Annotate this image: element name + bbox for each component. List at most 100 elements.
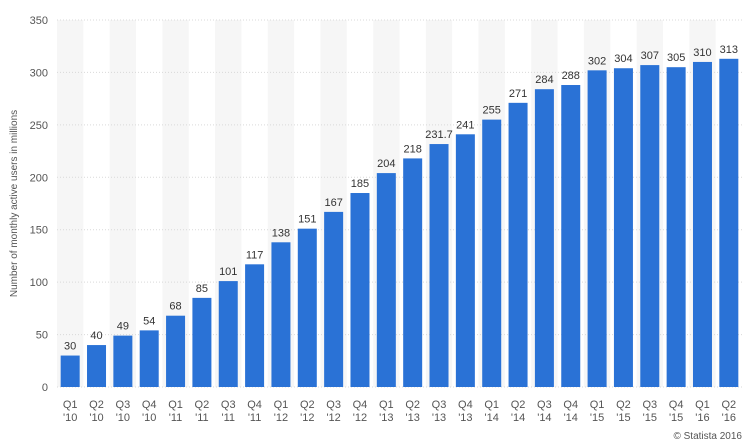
y-tick-label: 200	[30, 172, 48, 184]
x-tick-label-quarter: Q2	[721, 399, 736, 411]
y-axis-title: Number of monthly active users in millio…	[9, 110, 20, 297]
bar	[376, 173, 396, 387]
data-label: 68	[169, 301, 181, 313]
data-label: 288	[562, 70, 580, 82]
x-tick-label-year: '10	[63, 412, 77, 424]
x-tick-label-year: '10	[89, 412, 103, 424]
x-tick-label-year: '13	[458, 412, 472, 424]
x-tick-label-year: '11	[221, 412, 235, 424]
data-label: 54	[143, 315, 155, 327]
bar	[455, 134, 475, 387]
data-label: 138	[272, 227, 290, 239]
bar	[403, 158, 423, 387]
x-tick-label-year: '12	[326, 412, 340, 424]
x-tick-label-year: '13	[406, 412, 420, 424]
x-tick-label-quarter: Q1	[168, 399, 183, 411]
data-label: 305	[667, 52, 685, 64]
x-tick-label-year: '16	[722, 412, 736, 424]
data-label: 302	[588, 55, 606, 67]
data-label: 30	[64, 341, 76, 353]
x-tick-label-year: '12	[274, 412, 288, 424]
data-label: 218	[403, 143, 421, 155]
x-tick-label-quarter: Q4	[142, 399, 157, 411]
x-tick-label-quarter: Q4	[563, 399, 578, 411]
x-tick-label-quarter: Q3	[537, 399, 552, 411]
x-tick-label-year: '15	[590, 412, 604, 424]
bar	[640, 65, 660, 388]
data-label: 304	[614, 53, 632, 65]
y-tick-label: 100	[30, 277, 48, 289]
bar	[297, 228, 317, 387]
bar	[324, 211, 344, 387]
x-tick-label-quarter: Q3	[326, 399, 341, 411]
y-tick-label: 0	[42, 382, 48, 394]
bar	[271, 242, 291, 387]
x-tick-label-year: '14	[485, 412, 499, 424]
data-label: 284	[535, 74, 553, 86]
x-tick-label-quarter: Q2	[89, 399, 104, 411]
x-tick-label-year: '11	[169, 412, 183, 424]
bar	[587, 70, 607, 388]
data-label: 185	[351, 178, 369, 190]
x-tick-label-year: '14	[537, 412, 551, 424]
bar	[60, 355, 80, 387]
x-tick-label-year: '10	[142, 412, 156, 424]
x-tick-label-year: '11	[195, 412, 209, 424]
x-tick-label-quarter: Q1	[379, 399, 394, 411]
x-tick-label-quarter: Q2	[616, 399, 631, 411]
plot-band	[57, 20, 84, 387]
data-label: 255	[483, 105, 501, 117]
bar	[613, 68, 633, 387]
x-tick-label-quarter: Q3	[221, 399, 236, 411]
y-tick-label: 250	[30, 120, 48, 132]
bar	[192, 297, 212, 387]
bar	[350, 193, 370, 387]
y-tick-label: 300	[30, 67, 48, 79]
data-label: 40	[90, 330, 102, 342]
bar	[87, 345, 107, 387]
x-tick-label-quarter: Q3	[642, 399, 657, 411]
x-tick-label-year: '10	[116, 412, 130, 424]
x-tick-label-quarter: Q1	[695, 399, 710, 411]
data-label: 167	[324, 197, 342, 209]
bar	[534, 89, 554, 387]
plot-band	[109, 20, 137, 387]
x-tick-label-quarter: Q3	[116, 399, 131, 411]
bar	[561, 85, 581, 388]
x-tick-label-quarter: Q3	[432, 399, 447, 411]
y-axis: 0 50 100 150 200 250 300 350	[30, 15, 48, 394]
bar	[166, 315, 186, 387]
x-tick-label-quarter: Q4	[669, 399, 684, 411]
data-label: 231.7	[425, 129, 453, 141]
x-tick-label-year: '13	[432, 412, 446, 424]
data-label: 307	[641, 50, 659, 62]
bar	[482, 119, 502, 387]
y-tick-label: 50	[36, 330, 48, 342]
x-tick-label-year: '12	[353, 412, 367, 424]
y-tick-label: 150	[30, 225, 48, 237]
x-tick-label-quarter: Q2	[195, 399, 210, 411]
x-tick-label-year: '13	[379, 412, 393, 424]
x-tick-label-year: '14	[511, 412, 525, 424]
x-tick-label-quarter: Q1	[484, 399, 499, 411]
bar	[218, 281, 238, 387]
x-tick-label-quarter: Q4	[458, 399, 473, 411]
bar	[429, 144, 449, 387]
x-tick-label-year: '12	[300, 412, 314, 424]
data-labels: 30 40 49 54 68 85 101 117 138 151 167 185 204 218 231.…	[64, 44, 738, 353]
x-tick-label-year: '16	[695, 412, 709, 424]
data-label: 310	[693, 47, 711, 59]
bar	[113, 335, 133, 387]
source-credit: © Statista 2016	[673, 431, 742, 442]
data-label: 85	[196, 283, 208, 295]
x-tick-label-quarter: Q2	[300, 399, 315, 411]
x-tick-label-quarter: Q4	[247, 399, 262, 411]
x-tick-label-quarter: Q2	[405, 399, 420, 411]
data-label: 49	[117, 321, 129, 333]
x-tick-label-year: '14	[564, 412, 578, 424]
x-tick-label-quarter: Q1	[63, 399, 78, 411]
x-tick-label-quarter: Q4	[353, 399, 368, 411]
x-axis: Q1'10Q2'10Q3'10Q4'10Q1'11Q2'11Q3'11Q4'11…	[63, 399, 736, 424]
bar	[666, 67, 686, 387]
